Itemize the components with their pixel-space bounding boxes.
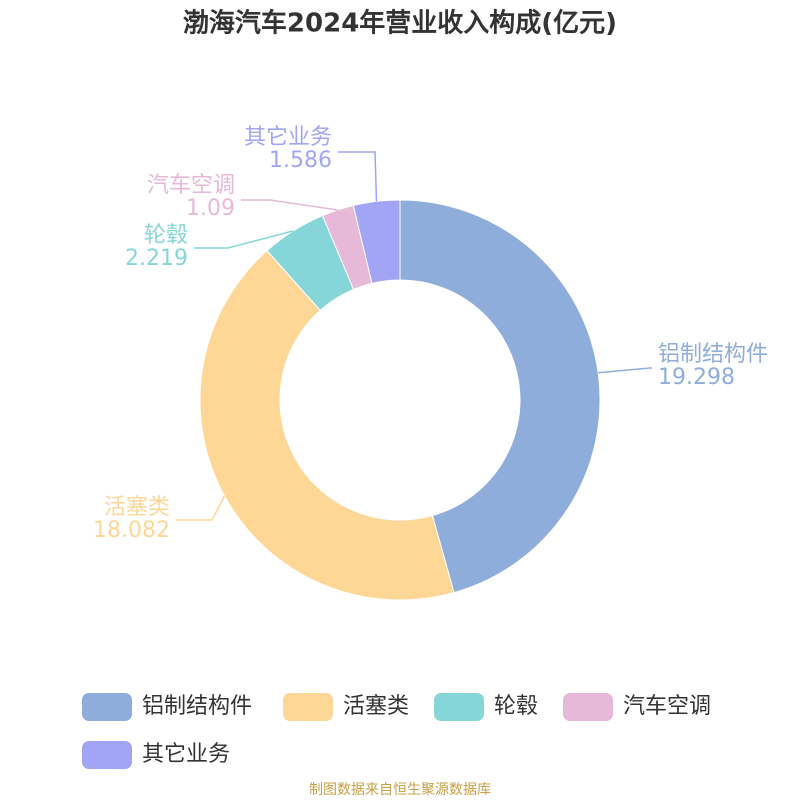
legend-swatch <box>82 741 132 769</box>
leader-line <box>241 199 338 211</box>
legend-swatch <box>434 693 484 721</box>
leader-line <box>176 495 226 521</box>
slice-label: 其它业务 <box>244 125 332 150</box>
legend-label: 轮毂 <box>494 694 538 719</box>
slice-value: 1.586 <box>269 148 332 173</box>
slice-value: 19.298 <box>658 365 735 390</box>
legend-label: 其它业务 <box>142 742 230 767</box>
leader-line <box>338 151 378 202</box>
leader-line <box>194 230 294 249</box>
leader-line <box>598 367 652 374</box>
legend-swatch <box>82 693 132 721</box>
donut-slice <box>399 199 601 594</box>
slice-label: 汽车空调 <box>147 173 235 198</box>
slice-label: 铝制结构件 <box>658 342 768 367</box>
slice-label: 轮毂 <box>144 223 188 248</box>
legend-label: 汽车空调 <box>623 694 711 719</box>
source-note: 制图数据来自恒生聚源数据库 <box>309 782 491 798</box>
chart-title: 渤海汽车2024年营业收入构成(亿元) <box>183 8 617 39</box>
legend-swatch <box>283 693 333 721</box>
legend-swatch <box>563 693 613 721</box>
slice-value: 18.082 <box>93 518 170 543</box>
slice-value: 1.09 <box>186 196 235 221</box>
donut-slice <box>199 249 455 601</box>
legend-label: 铝制结构件 <box>142 694 252 719</box>
slice-label: 活塞类 <box>104 495 170 520</box>
legend-label: 活塞类 <box>343 694 409 719</box>
donut-slice <box>352 199 401 284</box>
slice-value: 2.219 <box>125 246 188 271</box>
